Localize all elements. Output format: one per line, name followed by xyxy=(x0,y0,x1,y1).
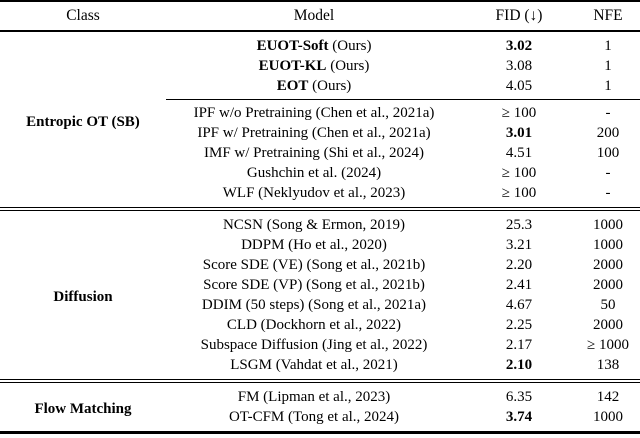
class-cell: Flow Matching xyxy=(34,401,132,417)
model-cell: EOT (Ours) xyxy=(276,78,352,94)
fid-cell: 2.20 xyxy=(505,257,533,273)
model-cell: Score SDE (VP) (Song et al., 2021b) xyxy=(203,277,425,293)
nfe-cell: 2000 xyxy=(593,257,623,273)
fid-cell: 2.41 xyxy=(505,277,533,293)
model-cell: CLD (Dockhorn et al., 2022) xyxy=(226,317,402,333)
col-header-fid: FID (↓) xyxy=(462,1,576,32)
nfe-cell: 1000 xyxy=(593,409,623,425)
nfe-cell: - xyxy=(605,165,611,181)
model-name-strong: EUOT-KL xyxy=(258,58,327,74)
fid-cell: ≥ 100 xyxy=(462,99,576,123)
fid-cell: ≥ 100 xyxy=(501,185,537,201)
model-cell: EUOT-KL (Ours) xyxy=(258,58,370,74)
fid-value-strong: 3.02 xyxy=(505,38,533,54)
model-name-strong: EOT xyxy=(276,78,309,94)
fid-cell: 6.35 xyxy=(505,389,533,405)
fid-cell: 3.74 xyxy=(462,407,576,433)
model-cell: LSGM (Vahdat et al., 2021) xyxy=(230,357,398,373)
fid-cell: 4.05 xyxy=(505,78,533,94)
fid-cell: 25.3 xyxy=(505,217,533,233)
table-row: Score SDE (VP) (Song et al., 2021b) 2.41 2… xyxy=(0,275,640,295)
fid-cell: 2.10 xyxy=(462,355,576,381)
class-cell: Entropic OT (SB) xyxy=(26,113,140,130)
nfe-cell: 200 xyxy=(596,125,620,141)
section-entropic-ot-sb: Entropic OT (SB) EUOT-Soft (Ours) 3.02 1 EUO… xyxy=(0,31,640,209)
section-diffusion: Diffusion NCSN (Song & Ermon, 2019) 25.3 10… xyxy=(0,209,640,381)
fid-cell: 3.01 xyxy=(462,123,576,143)
nfe-cell: 1000 xyxy=(593,217,623,233)
model-cell: OT-CFM (Tong et al., 2024) xyxy=(228,409,400,425)
model-cell: IPF w/o Pretraining (Chen et al., 2021a) xyxy=(166,99,462,123)
section-flow-matching: Flow Matching FM (Lipman et al., 2023) 6.3… xyxy=(0,381,640,433)
model-cell: DDPM (Ho et al., 2020) xyxy=(241,237,387,253)
table-row: DDPM (Ho et al., 2020) 3.21 1000 xyxy=(0,235,640,255)
model-cell: Score SDE (VE) (Song et al., 2021b) xyxy=(202,257,426,273)
table-row: Entropic OT (SB) EUOT-Soft (Ours) 3.02 1 xyxy=(0,31,640,130)
nfe-cell: 1 xyxy=(604,78,612,94)
fid-cell: 2.17 xyxy=(505,337,533,353)
nfe-cell: ≥ 1000 xyxy=(587,337,629,353)
nfe-cell: 100 xyxy=(596,145,620,161)
table-row: Gushchin et al. (2024) ≥ 100 - xyxy=(0,163,640,183)
model-cell: IPF w/ Pretraining (Chen et al., 2021a) xyxy=(197,125,431,141)
model-cell: Gushchin et al. (2024) xyxy=(246,165,382,181)
fid-cell: 4.67 xyxy=(505,297,533,313)
nfe-cell: 1 xyxy=(604,58,612,74)
table-row: DDIM (50 steps) (Song et al., 2021a) 4.67… xyxy=(0,295,640,315)
col-header-nfe: NFE xyxy=(576,1,640,32)
fid-cell: 2.25 xyxy=(505,317,533,333)
table-row: EUOT-KL (Ours) 3.08 1 xyxy=(0,56,640,76)
nfe-cell: 138 xyxy=(596,357,620,373)
nfe-cell: - xyxy=(605,185,611,201)
col-header-class: Class xyxy=(0,1,166,32)
table-row: Diffusion NCSN (Song & Ermon, 2019) 25.3 10… xyxy=(0,209,640,305)
col-header-model: Model xyxy=(166,1,462,32)
fid-cell: ≥ 100 xyxy=(501,165,537,181)
table-row: EOT (Ours) 4.05 1 xyxy=(0,76,640,100)
fid-value-strong: 3.01 xyxy=(505,125,533,141)
model-cell: FM (Lipman et al., 2023) xyxy=(237,389,391,405)
table-row: Subspace Diffusion (Jing et al., 2022) 2.… xyxy=(0,335,640,355)
fid-cell: 3.21 xyxy=(505,237,533,253)
nfe-cell: 50 xyxy=(600,297,616,313)
fid-cell: 3.02 xyxy=(462,31,576,56)
nfe-cell: 142 xyxy=(596,389,620,405)
model-cell: EUOT-Soft (Ours) xyxy=(256,38,372,54)
table-row: CLD (Dockhorn et al., 2022) 2.25 2000 xyxy=(0,315,640,335)
model-name-strong: EUOT-Soft xyxy=(256,38,329,54)
table-row: LSGM (Vahdat et al., 2021) 2.10 138 xyxy=(0,355,640,381)
fid-cell: 4.51 xyxy=(505,145,533,161)
table-row: WLF (Neklyudov et al., 2023) ≥ 100 - xyxy=(0,183,640,209)
table-row: Flow Matching FM (Lipman et al., 2023) 6.3… xyxy=(0,381,640,417)
header-row: Class Model FID (↓) NFE xyxy=(0,1,640,32)
nfe-cell: 2000 xyxy=(593,317,623,333)
table-header: Class Model FID (↓) NFE xyxy=(0,1,640,32)
model-cell: NCSN (Song & Ermon, 2019) xyxy=(222,217,406,233)
model-cell: IMF w/ Pretraining (Shi et al., 2024) xyxy=(204,145,424,161)
table-row: OT-CFM (Tong et al., 2024) 3.74 1000 xyxy=(0,407,640,433)
nfe-cell: 2000 xyxy=(593,277,623,293)
table-row: IPF w/ Pretraining (Chen et al., 2021a) 3… xyxy=(0,123,640,143)
fid-value-strong: 2.10 xyxy=(505,357,533,373)
class-cell: Diffusion xyxy=(53,289,113,305)
nfe-cell: 1000 xyxy=(593,237,623,253)
model-cell: WLF (Neklyudov et al., 2023) xyxy=(222,185,406,201)
fid-value-strong: 3.74 xyxy=(505,409,533,425)
nfe-cell: - xyxy=(576,99,640,123)
nfe-cell: 1 xyxy=(604,38,612,54)
table-row: IMF w/ Pretraining (Shi et al., 2024) 4.5… xyxy=(0,143,640,163)
table-row: IPF w/o Pretraining (Chen et al., 2021a)… xyxy=(0,99,640,123)
table-row: Score SDE (VE) (Song et al., 2021b) 2.20 2… xyxy=(0,255,640,275)
model-cell: Subspace Diffusion (Jing et al., 2022) xyxy=(200,337,428,353)
fid-cell: 3.08 xyxy=(505,58,533,74)
model-cell: DDIM (50 steps) (Song et al., 2021a) xyxy=(201,297,427,313)
